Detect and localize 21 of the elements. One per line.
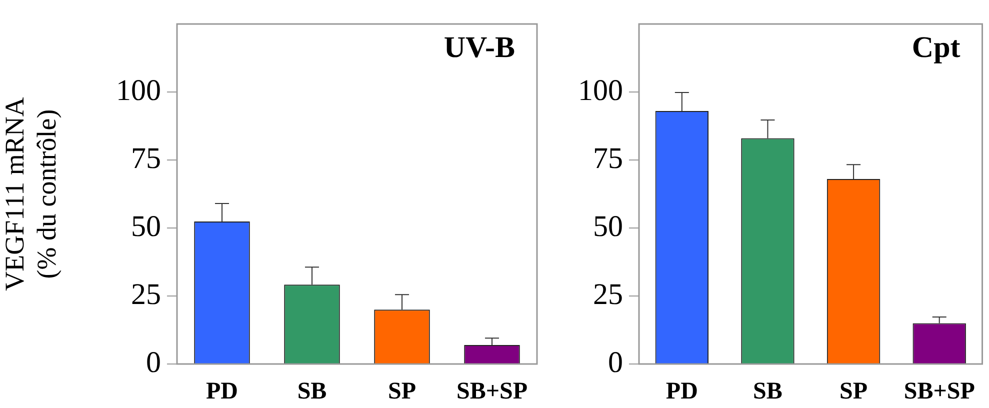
x-tick-label: PD (666, 378, 698, 405)
x-tick-label: SB (753, 378, 782, 405)
y-tick-label: 75 (131, 142, 161, 175)
chart-title: Cpt (912, 30, 960, 64)
y-tick-label: 25 (131, 278, 161, 311)
x-tick-label: PD (206, 378, 238, 405)
x-tick-label: SB+SP (456, 378, 528, 405)
x-tick-label: SP (840, 378, 868, 405)
y-tick-label: 75 (593, 142, 623, 175)
y-tick-label: 100 (578, 74, 623, 107)
y-tick-label: 25 (593, 278, 623, 311)
y-axis-title: VEGF111 mRNA (% du contrôle) (0, 96, 62, 291)
x-tick-label: SB+SP (904, 378, 975, 405)
y-tick-label: 50 (593, 210, 623, 243)
chart-title: UV-B (444, 30, 515, 64)
x-tick-label: SB (297, 378, 327, 405)
y-tick-label: 100 (116, 74, 161, 107)
x-tick-label: SP (388, 378, 416, 405)
y-tick-label: 0 (146, 346, 161, 379)
y-tick-label: 0 (608, 346, 623, 379)
y-tick-label: 50 (131, 210, 161, 243)
